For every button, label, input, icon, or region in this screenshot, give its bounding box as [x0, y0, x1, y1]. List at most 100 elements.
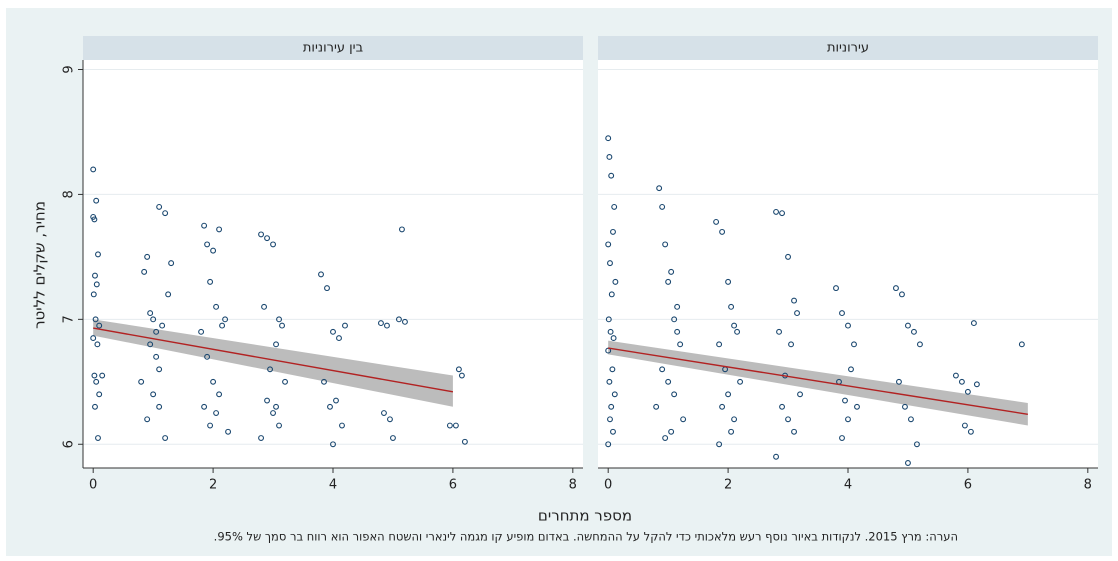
data-point [198, 328, 205, 335]
data-point [321, 378, 327, 385]
data-point [839, 435, 845, 441]
data-point [842, 397, 848, 404]
data-point [138, 378, 145, 385]
data-point [680, 416, 687, 423]
data-point [201, 403, 208, 410]
data-point [833, 285, 839, 292]
data-point [656, 185, 663, 192]
data-point [261, 303, 268, 310]
confidence-band [93, 319, 453, 407]
data-point [848, 366, 854, 373]
panel-title: עירוניות [827, 41, 869, 56]
data-point [395, 316, 402, 323]
x-tick-label: 6 [449, 478, 457, 493]
data-point [653, 403, 660, 410]
data-point [270, 241, 276, 248]
data-point [204, 241, 211, 248]
data-point [731, 322, 738, 329]
data-point [610, 335, 617, 342]
y-tick-label: 7 [62, 315, 77, 323]
data-point [213, 410, 220, 416]
data-point [605, 441, 612, 448]
data-point [728, 428, 735, 435]
data-point [662, 241, 669, 248]
data-point [731, 416, 738, 423]
data-point [201, 222, 208, 229]
data-point [330, 441, 336, 448]
data-point [207, 422, 214, 429]
data-point [342, 322, 348, 329]
data-point [893, 285, 899, 292]
data-point [773, 453, 780, 460]
data-point [92, 316, 99, 323]
data-point [659, 366, 666, 373]
data-point [606, 153, 613, 160]
data-point [899, 291, 905, 298]
data-point [970, 320, 977, 327]
data-point [258, 435, 265, 441]
data-point [851, 341, 857, 348]
data-point [605, 241, 612, 248]
data-point [662, 435, 669, 441]
data-point [713, 218, 720, 225]
fit-line [93, 327, 454, 393]
data-point [156, 203, 163, 210]
data-point [207, 278, 214, 285]
panel-title: בין עירוניות [303, 41, 363, 56]
data-point [156, 403, 163, 410]
panel-header [83, 36, 583, 60]
data-point [608, 403, 615, 410]
data-point [905, 460, 911, 466]
confidence-band [608, 340, 1028, 426]
data-point [665, 378, 672, 385]
data-point [611, 391, 618, 398]
data-point [165, 291, 172, 298]
data-point [156, 366, 163, 373]
x-axis-label: מספר מתחרים [538, 507, 632, 525]
data-point [99, 372, 106, 379]
data-point [282, 378, 288, 385]
data-point [273, 341, 279, 348]
data-point [719, 228, 726, 235]
data-point [677, 341, 684, 348]
data-point [90, 166, 97, 173]
data-point [607, 328, 614, 335]
data-point [607, 416, 613, 423]
data-point [725, 391, 732, 398]
data-point [93, 281, 100, 288]
data-point [144, 253, 151, 260]
data-point [674, 328, 681, 335]
data-point [95, 251, 101, 258]
data-point [605, 316, 612, 323]
data-point [913, 441, 920, 448]
data-point [222, 316, 229, 323]
data-point [605, 135, 612, 142]
plot-area [598, 60, 1098, 468]
data-point [90, 335, 97, 342]
data-point [461, 438, 468, 445]
x-tick-label: 2 [724, 478, 732, 493]
data-point [728, 303, 735, 310]
data-point [327, 403, 333, 410]
data-point [958, 378, 965, 385]
data-point [725, 278, 732, 285]
data-point [339, 422, 345, 429]
data-point [92, 272, 98, 279]
data-point [967, 428, 974, 435]
data-point [387, 416, 393, 423]
data-point [168, 260, 175, 267]
fit-line [608, 347, 1028, 415]
data-point [779, 403, 786, 410]
data-point [455, 366, 462, 373]
data-point [94, 341, 101, 348]
data-point [225, 428, 232, 435]
data-point [610, 428, 616, 435]
data-point [773, 208, 780, 215]
data-point [791, 297, 797, 304]
data-point [276, 422, 282, 429]
data-point [668, 268, 675, 275]
data-point [964, 388, 971, 395]
data-point [398, 226, 405, 233]
data-point [916, 341, 923, 348]
